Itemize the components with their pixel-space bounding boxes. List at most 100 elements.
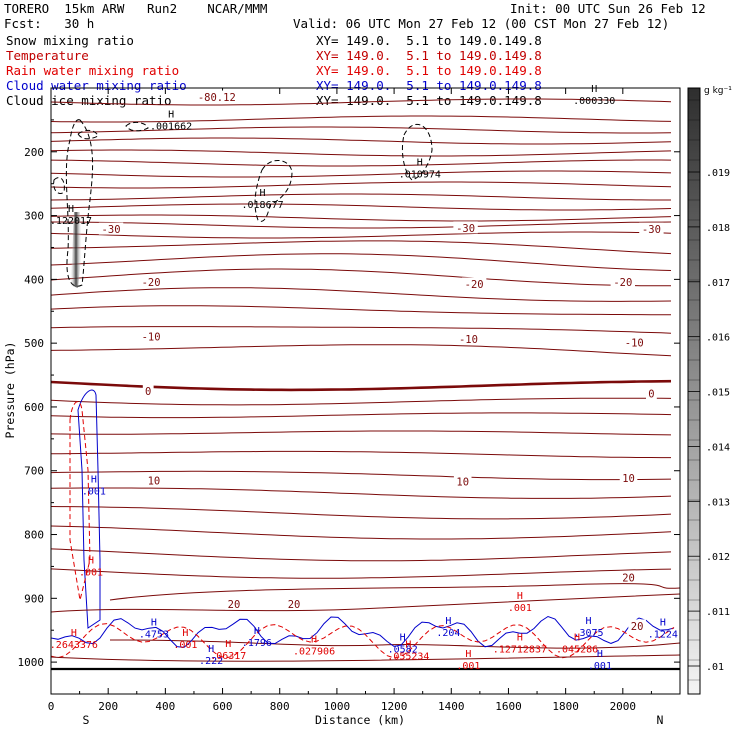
temperature-label-bg: [145, 473, 163, 486]
temperature-contour: [50, 525, 672, 540]
axes: 0 200 400 600 800 1000 1200 1400 1600 1800 2000200…: [3, 87, 681, 727]
maximum-marker: H: [660, 617, 666, 628]
x-tick-label: 600: [213, 700, 233, 713]
temperature-contour: [50, 593, 681, 613]
colorbar-label: .01: [706, 662, 724, 673]
x-tick-label: 1400: [438, 700, 465, 713]
temperature-contour: [50, 268, 672, 287]
maximum-marker: H: [151, 617, 157, 628]
temperature-label-bg: [142, 384, 154, 397]
temperature-label: 20: [622, 572, 635, 584]
contour-labels: -80.12 -30 -30 -30 -20 -20 -20 -10 -10 -10 0 0 10 10 1…: [50, 84, 678, 672]
x-tick-label: 1600: [495, 700, 522, 713]
x-tick-label: 400: [155, 700, 175, 713]
cloud-water-contour: [50, 615, 675, 648]
maximum-marker: H: [400, 633, 406, 644]
maximum-value-label: .1224: [648, 629, 678, 640]
temperature-label-bg: [622, 336, 647, 349]
field-rain-name: Rain water mixing ratio: [6, 63, 180, 78]
header-forecast-hour: Fcst: 30 h: [4, 16, 95, 31]
maximum-marker: H: [68, 204, 74, 215]
maximum-marker: H: [260, 188, 266, 199]
temperature-contour: [50, 287, 672, 302]
maximum-marker: H: [88, 555, 94, 566]
maximum-value-label: .027906: [293, 647, 335, 658]
temperature-contour: [50, 412, 672, 419]
temperature-contour: [50, 506, 672, 520]
x-tick-label: 1800: [552, 700, 579, 713]
field-rain-xy: XY= 149.0. 5.1 to 149.0.149.8: [316, 63, 542, 78]
maximum-value-label: .010974: [399, 169, 441, 180]
maximum-value-label: .2643376: [50, 640, 98, 651]
field-cloud-water-name: Cloud water mixing ratio: [6, 78, 187, 93]
temperature-label-bg: [610, 275, 636, 288]
temperature-label-bg: [225, 597, 243, 610]
temperature-label-bg: [639, 222, 664, 235]
temperature-contour: [50, 654, 681, 662]
header-init-time: Init: 00 UTC Sun 26 Feb 12: [510, 1, 706, 16]
temperature-contour: [50, 548, 672, 562]
temperature-contour: [50, 305, 672, 316]
snow-core-shading: [70, 212, 82, 288]
maximum-value-label: .222: [199, 656, 223, 667]
temperature-contour: [50, 159, 672, 167]
contour-field: [50, 98, 681, 671]
y-tick-label: 200: [24, 146, 44, 159]
temperature-contour: [50, 181, 672, 189]
colorbar-label: .013: [706, 497, 730, 508]
maximum-marker: H: [405, 640, 411, 651]
maximum-marker: H: [517, 633, 523, 644]
temperature-label-bg: [285, 597, 303, 610]
temperature-label: 0: [648, 389, 654, 401]
x-tick-label: 0: [48, 700, 55, 713]
temperature-label: -30: [642, 224, 661, 236]
temperature-contour: [50, 170, 672, 178]
temperature-label-bg: [461, 277, 487, 290]
temperature-label-bg: [194, 90, 240, 103]
temperature-contour: [50, 203, 672, 211]
temperature-label-bg: [646, 387, 657, 400]
temperature-label: -10: [142, 331, 161, 343]
maximum-value-label: .001662: [150, 122, 192, 133]
temperature-contour: [50, 344, 672, 357]
temperature-label: -10: [625, 338, 644, 350]
temperature-contour: [109, 583, 681, 601]
y-tick-label: 700: [24, 465, 44, 478]
cloud-water-contour: [77, 389, 101, 629]
temperature-contour: [51, 450, 671, 459]
y-tick-label: 400: [24, 273, 44, 286]
colorbar-ticks: .01 .011 .012 .013 .014 .015 .016 .017 .018 .019: [688, 99, 730, 681]
x-axis-label: Distance (km): [315, 713, 405, 727]
snow-contour: [401, 123, 433, 181]
maximum-marker: H: [311, 635, 317, 646]
rain-contour: [50, 623, 675, 659]
maximum-marker: H: [182, 628, 188, 639]
snow-contour: [254, 160, 293, 222]
colorbar-unit: g kg⁻¹: [704, 86, 732, 96]
maximum-value-label: .1796: [242, 638, 272, 649]
colorbar-label: .014: [706, 442, 730, 453]
temperature-contour: [50, 470, 672, 481]
temperature-label-bg: [619, 570, 638, 583]
header-valid-time: Valid: 06 UTC Mon 27 Feb 12 (00 CST Mon …: [293, 16, 670, 31]
y-tick-label: 600: [24, 401, 44, 414]
temperature-contour: [50, 115, 672, 123]
field-snow-xy: XY= 149.0. 5.1 to 149.0.149.8: [316, 33, 542, 48]
temperature-contour: [109, 639, 681, 649]
temperature-label-bg: [453, 221, 478, 234]
north-end-label: N: [657, 713, 664, 727]
temperature-label-bg: [138, 275, 164, 288]
temperature-contour: [50, 240, 672, 255]
temperature-contour: [51, 221, 672, 229]
temperature-label-bg: [138, 329, 164, 342]
temperature-contour: [50, 193, 671, 201]
maximum-marker: H: [168, 110, 174, 121]
temperature-label: 10: [456, 477, 469, 489]
colorbar-label: .012: [706, 552, 730, 563]
maximum-marker: H: [225, 639, 231, 650]
temperature-contour: [50, 98, 672, 106]
temperature-contour: [50, 326, 672, 334]
y-tick-label: 500: [24, 337, 44, 350]
maximum-marker: H: [91, 474, 97, 485]
temperature-contour: [50, 397, 672, 406]
